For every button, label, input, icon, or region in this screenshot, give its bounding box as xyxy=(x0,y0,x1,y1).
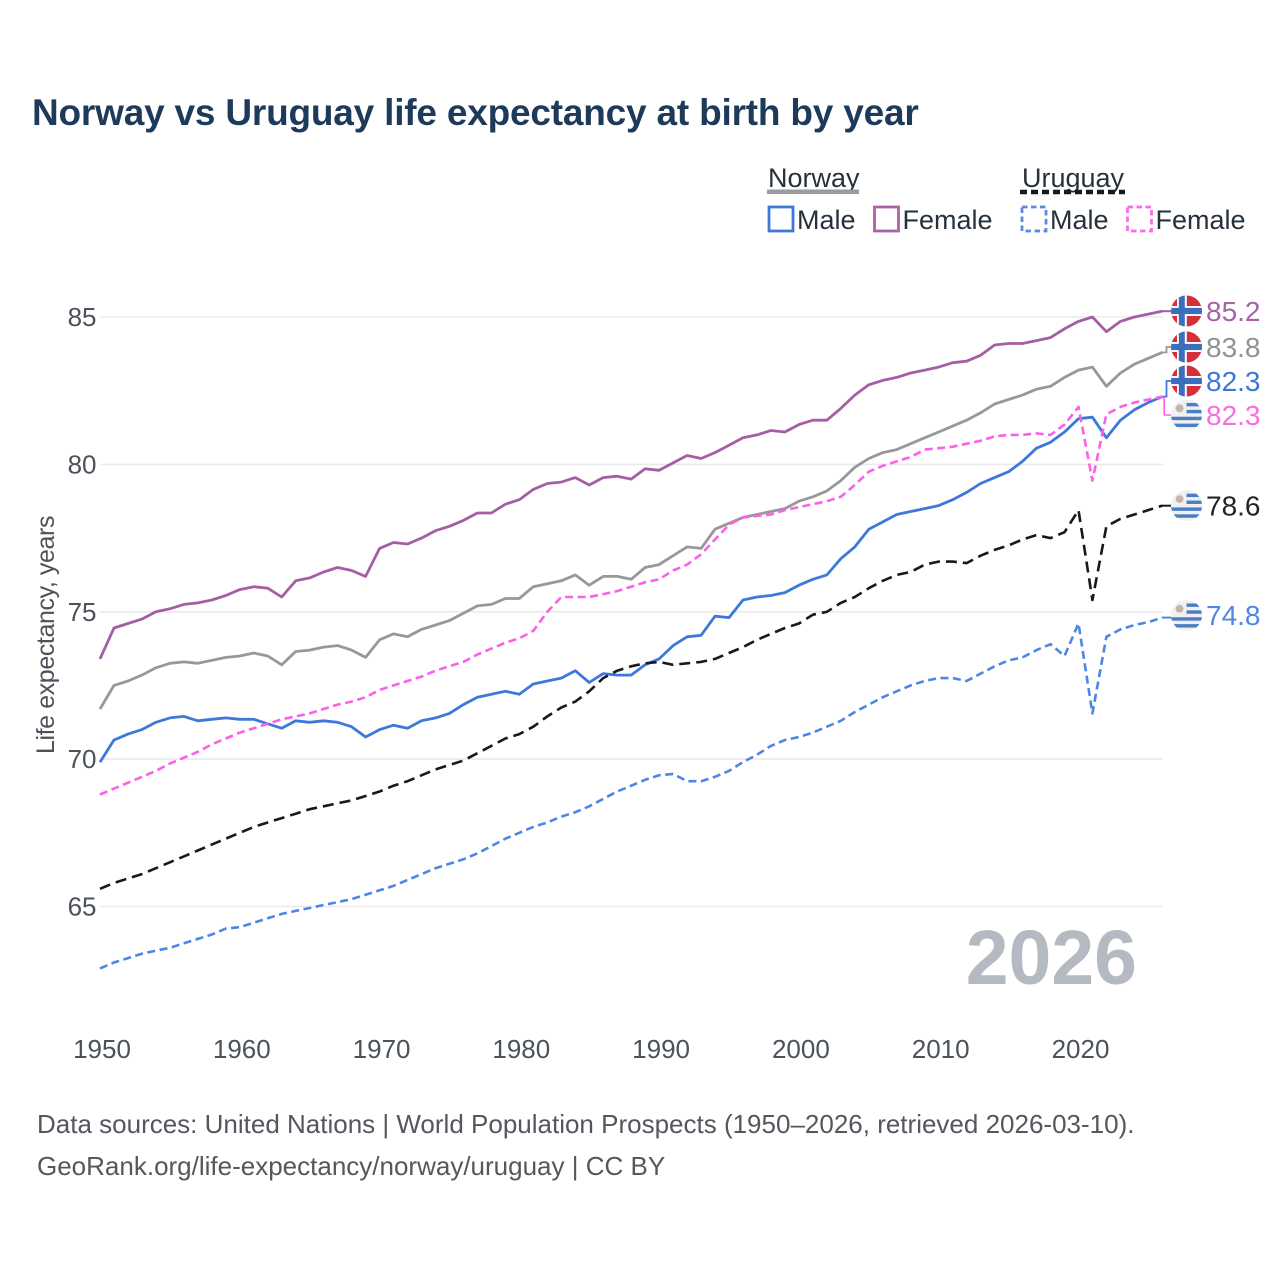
svg-text:75: 75 xyxy=(68,597,97,627)
svg-text:65: 65 xyxy=(68,892,97,922)
svg-text:Data sources: United Nations |: Data sources: United Nations | World Pop… xyxy=(37,1109,1134,1139)
svg-text:2020: 2020 xyxy=(1052,1034,1110,1064)
svg-text:1970: 1970 xyxy=(353,1034,411,1064)
svg-text:2010: 2010 xyxy=(912,1034,970,1064)
svg-text:Male: Male xyxy=(1050,205,1109,235)
svg-text:82.3: 82.3 xyxy=(1206,400,1261,431)
svg-text:1960: 1960 xyxy=(213,1034,271,1064)
svg-text:74.8: 74.8 xyxy=(1206,600,1261,631)
svg-text:Male: Male xyxy=(797,205,856,235)
svg-text:Life expectancy, years: Life expectancy, years xyxy=(32,516,60,754)
svg-text:Norway: Norway xyxy=(768,163,860,193)
svg-text:70: 70 xyxy=(68,744,97,774)
svg-text:2000: 2000 xyxy=(772,1034,830,1064)
svg-text:2026: 2026 xyxy=(966,915,1137,1001)
svg-text:85: 85 xyxy=(68,302,97,332)
svg-text:1990: 1990 xyxy=(632,1034,690,1064)
svg-text:Uruguay: Uruguay xyxy=(1022,163,1125,193)
svg-text:Female: Female xyxy=(903,205,993,235)
svg-text:GeoRank.org/life-expectancy/no: GeoRank.org/life-expectancy/norway/urugu… xyxy=(37,1151,665,1181)
svg-text:1980: 1980 xyxy=(492,1034,550,1064)
svg-text:80: 80 xyxy=(68,449,97,479)
svg-text:Norway vs Uruguay life expecta: Norway vs Uruguay life expectancy at bir… xyxy=(32,92,919,133)
svg-text:82.3: 82.3 xyxy=(1206,366,1261,397)
svg-text:83.8: 83.8 xyxy=(1206,332,1261,363)
svg-text:Female: Female xyxy=(1156,205,1246,235)
svg-text:85.2: 85.2 xyxy=(1206,296,1261,327)
svg-text:78.6: 78.6 xyxy=(1206,491,1261,522)
svg-text:1950: 1950 xyxy=(73,1034,131,1064)
